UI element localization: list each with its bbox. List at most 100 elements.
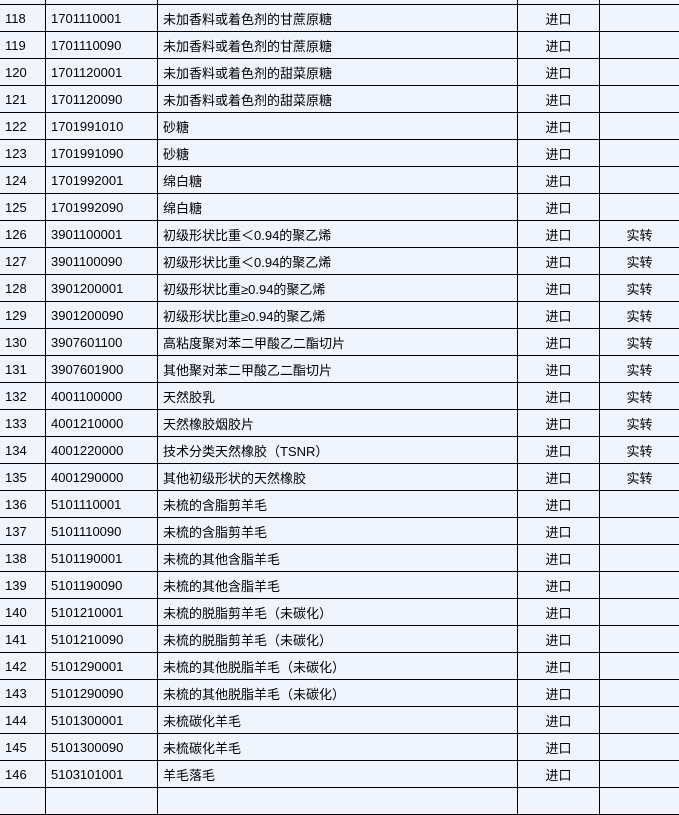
note-cell xyxy=(600,113,679,140)
note-cell xyxy=(600,572,679,599)
row-number-cell: 146 xyxy=(0,761,46,788)
hs-code-cell: 5103101001 xyxy=(46,761,158,788)
product-name-cell: 初级形状比重＜0.94的聚乙烯 xyxy=(158,248,518,275)
product-name-cell: 未加香料或着色剂的甘蔗原糖 xyxy=(158,32,518,59)
hs-code-cell: 1701120001 xyxy=(46,59,158,86)
product-name-cell: 绵白糖 xyxy=(158,167,518,194)
note-cell xyxy=(600,599,679,626)
note-cell xyxy=(600,194,679,221)
product-name-cell: 未梳碳化羊毛 xyxy=(158,734,518,761)
product-name-cell: 其他聚对苯二甲酸乙二酯切片 xyxy=(158,356,518,383)
note-cell xyxy=(600,626,679,653)
note-cell xyxy=(600,518,679,545)
hs-code-cell: 5101110090 xyxy=(46,518,158,545)
note-cell xyxy=(600,86,679,113)
trade-type-cell: 进口 xyxy=(518,680,600,707)
product-name-cell: 高粘度聚对苯二甲酸乙二酯切片 xyxy=(158,329,518,356)
hs-code-cell: 5101210001 xyxy=(46,599,158,626)
trade-type-cell: 进口 xyxy=(518,626,600,653)
trade-type-cell: 进口 xyxy=(518,707,600,734)
product-name-cell: 未梳的其他脱脂羊毛（未碳化） xyxy=(158,653,518,680)
hs-code-cell: 4001290000 xyxy=(46,464,158,491)
trade-type-cell: 进口 xyxy=(518,410,600,437)
row-number-cell: 131 xyxy=(0,356,46,383)
note-cell xyxy=(600,680,679,707)
note-cell xyxy=(600,59,679,86)
note-cell: 实转 xyxy=(600,410,679,437)
hs-code-cell: 1701991090 xyxy=(46,140,158,167)
trade-type-cell: 进口 xyxy=(518,356,600,383)
hs-code-cell: 3901200090 xyxy=(46,302,158,329)
trade-type-cell: 进口 xyxy=(518,653,600,680)
hs-code-cell: 1701110001 xyxy=(46,5,158,32)
trade-type-cell: 进口 xyxy=(518,302,600,329)
product-name-cell: 初级形状比重＜0.94的聚乙烯 xyxy=(158,221,518,248)
row-number-cell: 144 xyxy=(0,707,46,734)
product-name-cell: 天然橡胶烟胶片 xyxy=(158,410,518,437)
trade-type-cell: 进口 xyxy=(518,194,600,221)
note-cell xyxy=(600,140,679,167)
row-number-cell: 140 xyxy=(0,599,46,626)
hs-code-cell: 4001100000 xyxy=(46,383,158,410)
note-cell: 实转 xyxy=(600,383,679,410)
hs-code-cell: 5101290001 xyxy=(46,653,158,680)
note-cell: 实转 xyxy=(600,356,679,383)
row-number-cell: 133 xyxy=(0,410,46,437)
hs-code-cell: 5101190001 xyxy=(46,545,158,572)
product-name-cell: 未梳的含脂剪羊毛 xyxy=(158,491,518,518)
hs-code-cell: 5101210090 xyxy=(46,626,158,653)
trade-type-cell: 进口 xyxy=(518,383,600,410)
product-name-cell: 未加香料或着色剂的甜菜原糖 xyxy=(158,59,518,86)
trade-type-cell: 进口 xyxy=(518,464,600,491)
hs-code-cell: 5101290090 xyxy=(46,680,158,707)
trade-type-cell: 进口 xyxy=(518,518,600,545)
row-number-cell: 132 xyxy=(0,383,46,410)
row-number-cell: 135 xyxy=(0,464,46,491)
product-name-cell: 砂糖 xyxy=(158,140,518,167)
trade-type-cell: 进口 xyxy=(518,761,600,788)
product-name-cell: 羊毛落毛 xyxy=(158,761,518,788)
hs-code-cell: 5101300090 xyxy=(46,734,158,761)
product-name-cell: 未梳的脱脂剪羊毛（未碳化） xyxy=(158,626,518,653)
product-name-cell: 初级形状比重≥0.94的聚乙烯 xyxy=(158,302,518,329)
trade-type-cell: 进口 xyxy=(518,572,600,599)
row-number-cell: 122 xyxy=(0,113,46,140)
row-number-cell: 137 xyxy=(0,518,46,545)
row-number-cell: 118 xyxy=(0,5,46,32)
product-name-cell: 未梳的其他含脂羊毛 xyxy=(158,572,518,599)
trade-type-cell: 进口 xyxy=(518,437,600,464)
row-number-cell: 126 xyxy=(0,221,46,248)
hs-code-cell: 3901100090 xyxy=(46,248,158,275)
hs-code-cell: 3901200001 xyxy=(46,275,158,302)
row-number-cell: 129 xyxy=(0,302,46,329)
row-number-cell: 134 xyxy=(0,437,46,464)
hs-code-cell: 1701992001 xyxy=(46,167,158,194)
trade-type-cell: 进口 xyxy=(518,491,600,518)
trade-type-cell: 进口 xyxy=(518,329,600,356)
trade-type-cell: 进口 xyxy=(518,5,600,32)
product-name-cell: 绵白糖 xyxy=(158,194,518,221)
trade-type-cell: 进口 xyxy=(518,32,600,59)
trade-type-cell: 进口 xyxy=(518,734,600,761)
row-number-cell: 130 xyxy=(0,329,46,356)
note-cell: 实转 xyxy=(600,302,679,329)
product-name-cell: 未梳的含脂剪羊毛 xyxy=(158,518,518,545)
product-name-cell: 未梳的其他含脂羊毛 xyxy=(158,545,518,572)
